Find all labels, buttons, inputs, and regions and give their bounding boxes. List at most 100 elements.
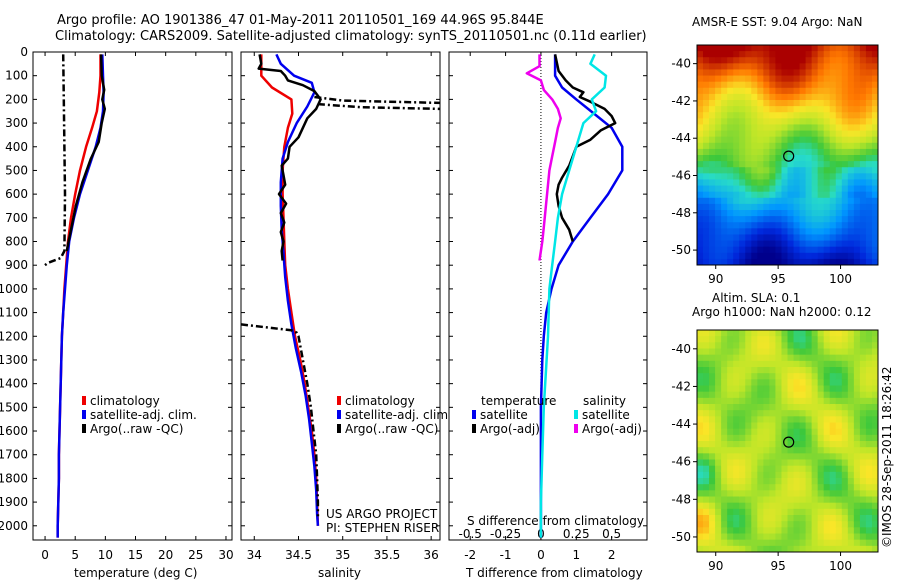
- heatmap-cell: [727, 161, 734, 168]
- heatmap-cell: [763, 173, 770, 181]
- heatmap-cell: [703, 478, 710, 485]
- heatmap-cell: [727, 391, 734, 399]
- heatmap-cell: [847, 63, 855, 71]
- heatmap-cell: [823, 252, 831, 260]
- heatmap-cell: [763, 118, 770, 126]
- heatmap-cell: [757, 216, 764, 223]
- series-line: [539, 53, 608, 538]
- heatmap-cell: [703, 87, 710, 95]
- heatmap-cell: [871, 75, 878, 83]
- heatmap-cell: [751, 118, 758, 126]
- heatmap-cell: [823, 385, 831, 393]
- heatmap-cell: [847, 246, 855, 254]
- heatmap-cell: [715, 45, 722, 52]
- heatmap-cell: [703, 447, 710, 454]
- heatmap-cell: [823, 136, 831, 144]
- heatmap-cell: [721, 354, 728, 362]
- heatmap-cell: [805, 367, 813, 374]
- heatmap-cell: [817, 422, 825, 430]
- heatmap-cell: [745, 45, 752, 52]
- heatmap-cell: [763, 69, 770, 77]
- heatmap-cell: [817, 336, 825, 343]
- heatmap-cell: [823, 397, 831, 405]
- heatmap-cell: [709, 490, 716, 498]
- heatmap-cell: [793, 533, 801, 541]
- heatmap-cell: [853, 385, 861, 393]
- heatmap-cell: [733, 45, 740, 52]
- y-tick-label: 600: [5, 187, 28, 201]
- y-tick-label: 1200: [0, 329, 28, 343]
- heatmap-cell: [829, 203, 837, 211]
- heatmap-cell: [787, 397, 795, 405]
- heatmap-cell: [859, 410, 867, 417]
- heatmap-cell: [841, 45, 849, 52]
- heatmap-cell: [865, 410, 873, 417]
- heatmap-cell: [739, 216, 746, 223]
- heatmap-cell: [811, 373, 819, 380]
- heatmap-cell: [793, 93, 801, 101]
- heatmap-cell: [715, 75, 722, 83]
- pi-annotation: PI: STEPHEN RISER: [326, 521, 439, 535]
- heatmap-cell: [709, 246, 716, 254]
- heatmap-cell: [847, 240, 855, 248]
- heatmap-cell: [841, 527, 849, 535]
- heatmap-cell: [823, 210, 831, 217]
- heatmap-cell: [853, 203, 861, 211]
- heatmap-cell: [799, 222, 807, 229]
- heatmap-cell: [769, 179, 777, 187]
- heatmap-cell: [835, 404, 843, 411]
- heatmap-cell: [841, 342, 849, 350]
- heatmap-cell: [715, 502, 722, 510]
- heatmap-cell: [787, 330, 795, 337]
- heatmap-cell: [841, 258, 849, 265]
- heatmap-cell: [787, 81, 795, 89]
- heatmap-cell: [793, 118, 801, 126]
- heatmap-cell: [739, 124, 746, 132]
- heatmap-cell: [769, 348, 777, 356]
- heatmap-cell: [787, 234, 795, 242]
- heatmap-cell: [799, 422, 807, 430]
- heatmap-cell: [709, 57, 716, 64]
- heatmap-cell: [817, 330, 825, 337]
- heatmap-cell: [853, 502, 861, 510]
- x-tick-label: 34.5: [285, 548, 312, 562]
- heatmap-cell: [829, 521, 837, 528]
- heatmap-cell: [811, 367, 819, 374]
- heatmap-cell: [865, 379, 873, 387]
- heatmap-cell: [721, 447, 728, 454]
- heatmap-cell: [805, 391, 813, 399]
- heatmap-cell: [697, 478, 704, 485]
- heatmap-cell: [865, 330, 873, 337]
- sla-map-ticks: 90 95 100-40-42-44-46-48-50: [671, 342, 852, 573]
- heatmap-cell: [871, 465, 878, 473]
- heatmap-cell: [721, 63, 728, 71]
- heatmap-cell: [745, 508, 752, 516]
- heatmap-cell: [841, 191, 849, 199]
- heatmap-cell: [733, 521, 740, 528]
- heatmap-cell: [847, 148, 855, 156]
- heatmap-cell: [805, 57, 813, 64]
- heatmap-cell: [811, 234, 819, 242]
- heatmap-cell: [703, 148, 710, 156]
- heatmap-cell: [853, 397, 861, 405]
- heatmap-cell: [823, 228, 831, 236]
- heatmap-cell: [841, 545, 849, 552]
- heatmap-cell: [871, 136, 878, 144]
- heatmap-cell: [769, 447, 777, 454]
- heatmap-cell: [757, 428, 764, 436]
- heatmap-cell: [745, 210, 752, 217]
- heatmap-cell: [859, 471, 867, 479]
- heatmap-cell: [775, 216, 783, 223]
- heatmap-cell: [697, 521, 704, 528]
- heatmap-cell: [763, 216, 770, 223]
- heatmap-cell: [829, 367, 837, 374]
- heatmap-cell: [787, 210, 795, 217]
- heatmap-cell: [835, 342, 843, 350]
- heatmap-cell: [763, 191, 770, 199]
- heatmap-cell: [811, 434, 819, 442]
- heatmap-cell: [793, 179, 801, 187]
- heatmap-cell: [805, 191, 813, 199]
- heatmap-cell: [703, 197, 710, 205]
- heatmap-cell: [727, 385, 734, 393]
- heatmap-cell: [703, 81, 710, 89]
